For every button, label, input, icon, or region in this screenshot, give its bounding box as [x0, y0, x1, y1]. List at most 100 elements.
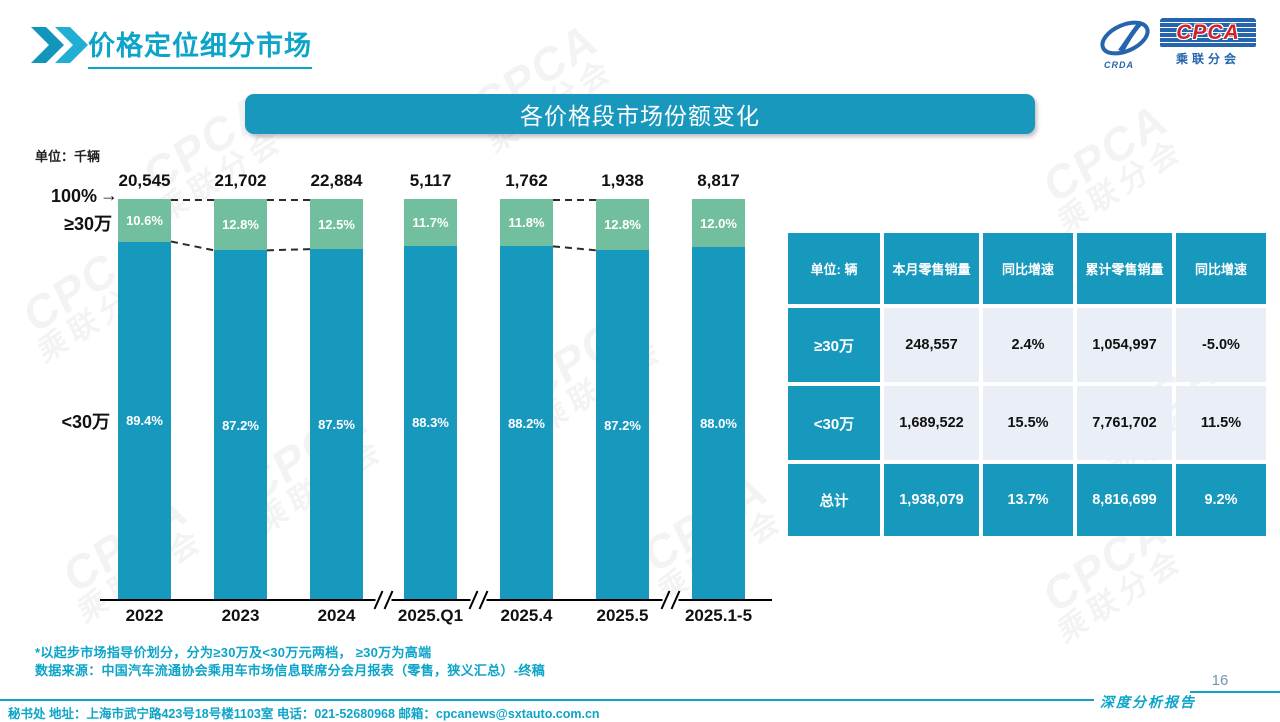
bar-total-label: 8,817: [697, 171, 740, 190]
bar-total-label: 1,762: [505, 171, 548, 190]
unit-label: 单位：千辆: [35, 149, 101, 164]
table-cell: 1,054,997: [1077, 308, 1172, 382]
chart-banner-title: 各价格段市场份额变化: [520, 103, 760, 129]
bar-2025.5: 12.8% 87.2%: [596, 199, 649, 600]
segment-pct-label: 10.6%: [126, 212, 163, 228]
bar-segment-low: 87.2%: [214, 250, 267, 600]
bar-2025.4: 11.8% 88.2%: [500, 199, 553, 600]
table-row-label: ≥30万: [788, 308, 880, 382]
table-cell: 13.7%: [983, 464, 1073, 536]
cpca-logo-cn: 乘联分会: [1175, 51, 1240, 66]
table-row-label: 总计: [788, 464, 880, 536]
segment-pct-label: 88.2%: [508, 415, 545, 431]
segment-pct-label: 87.2%: [222, 417, 259, 433]
table-cell: 11.5%: [1176, 386, 1266, 460]
dashed-connector: [552, 245, 597, 252]
bar-segment-high: 12.5%: [310, 199, 363, 250]
x-axis-label: 2023: [221, 606, 260, 625]
table-cell: 1,938,079: [884, 464, 979, 536]
segment-pct-label: 12.8%: [222, 217, 259, 233]
bar-segment-low: 87.5%: [310, 249, 363, 600]
arrow-right-icon: →: [100, 185, 118, 205]
segment-pct-label: 87.2%: [604, 417, 641, 433]
table-cell: 248,557: [884, 308, 979, 382]
bar-segment-high: 11.7%: [404, 199, 457, 246]
bar-segment-low: 88.3%: [404, 245, 457, 600]
footer-divider-line-right: [1190, 691, 1280, 693]
chart-banner: 各价格段市场份额变化: [245, 94, 1035, 134]
sales-table: 单位: 辆本月零售销量 同比增速 累计零售销量 同比增速 ≥30万 248,557 2.4%…: [788, 233, 1266, 536]
bar-2022: 10.6% 89.4%: [118, 199, 171, 600]
cpca-logo-box: CPCA: [1160, 17, 1256, 48]
footnote-definition: *以起步市场指导价划分，分为≥30万及<30万元两档， ≥30万为高端: [35, 645, 432, 660]
bar-segment-low: 87.2%: [596, 250, 649, 600]
bar-segment-high: 12.8%: [214, 199, 267, 251]
segment-pct-label: 89.4%: [126, 413, 163, 429]
table-header-cell: 累计零售销量: [1077, 233, 1172, 304]
legend-low-segment-label: <30万: [61, 412, 110, 432]
x-axis-label: 2025.1-5: [684, 606, 753, 625]
legend-high-segment-label: ≥30万: [64, 214, 112, 234]
cpca-logo-mark-icon: CRDA: [1098, 16, 1156, 70]
table-cell: 7,761,702: [1077, 386, 1172, 460]
x-axis-label: 2024: [317, 606, 356, 625]
footer-contact: 秘书处 地址：上海市武宁路423号18号楼1103室 电话：021-526809…: [8, 707, 600, 721]
footer-divider-line: [0, 699, 1094, 701]
bar-segment-high: 12.0%: [692, 199, 745, 248]
x-axis-label: 2022: [125, 606, 164, 625]
segment-pct-label: 11.7%: [412, 214, 449, 230]
segment-pct-label: 87.5%: [318, 417, 355, 433]
bar-segment-low: 88.2%: [500, 246, 553, 600]
table-header-cell: 本月零售销量: [884, 233, 979, 304]
table-cell: 1,689,522: [884, 386, 979, 460]
axis-break-gap: [375, 597, 392, 603]
x-axis-label: 2025.5: [596, 606, 649, 625]
axis-break-gap: [662, 597, 679, 603]
bar-total-label: 20,545: [118, 171, 171, 190]
bar-total-label: 22,884: [310, 171, 363, 190]
segment-pct-label: 12.0%: [700, 215, 737, 231]
bar-2024: 12.5% 87.5%: [310, 199, 363, 600]
bar-2025.1-5: 12.0% 88.0%: [692, 199, 745, 600]
bar-2025.Q1: 11.7% 88.3%: [404, 199, 457, 600]
bar-total-label: 5,117: [409, 171, 452, 190]
table-cell: 15.5%: [983, 386, 1073, 460]
axis-100pct-label: 100%: [50, 186, 97, 206]
bar-segment-high: 12.8%: [596, 199, 649, 251]
segment-pct-label: 88.3%: [412, 415, 449, 431]
bar-segment-high: 10.6%: [118, 199, 171, 242]
cpca-logo: CRDA CPCA 乘联分会: [1098, 14, 1260, 70]
table-header-cell: 同比增速: [983, 233, 1073, 304]
segment-pct-label: 12.5%: [318, 216, 355, 232]
segment-pct-label: 88.0%: [700, 416, 737, 432]
footnote-source: 数据来源：中国汽车流通协会乘用车市场信息联席分会月报表（零售，狭义汇总）-终稿: [35, 663, 546, 678]
table-header-cell: 同比增速: [1176, 233, 1266, 304]
bar-segment-high: 11.8%: [500, 199, 553, 247]
segment-pct-label: 11.8%: [508, 215, 545, 231]
axis-break-gap: [470, 597, 487, 603]
title-chevron-icon: [30, 26, 88, 64]
x-axis-label: 2025.Q1: [397, 606, 464, 625]
table-header-cell: 单位: 辆: [788, 233, 880, 304]
crda-label: CRDA: [1104, 60, 1134, 70]
dashed-connector: [266, 248, 311, 252]
table-cell: 2.4%: [983, 308, 1073, 382]
dashed-connector: [170, 240, 215, 252]
bar-segment-low: 88.0%: [692, 247, 745, 600]
page-number: 16: [1211, 672, 1229, 689]
bar-total-label: 1,938: [601, 171, 644, 190]
bar-segment-low: 89.4%: [118, 241, 171, 600]
table-cell: 9.2%: [1176, 464, 1266, 536]
page-title: 价格定位细分市场: [88, 24, 312, 69]
table-cell: 8,816,699: [1077, 464, 1172, 536]
cpca-logo-text: CPCA: [1176, 20, 1240, 44]
x-axis-label: 2025.4: [500, 606, 553, 625]
report-type-label: 深度分析报告: [1100, 694, 1196, 710]
table-cell: -5.0%: [1176, 308, 1266, 382]
segment-pct-label: 12.8%: [604, 217, 641, 233]
table-row-label: <30万: [788, 386, 880, 460]
bar-total-label: 21,702: [214, 171, 267, 190]
